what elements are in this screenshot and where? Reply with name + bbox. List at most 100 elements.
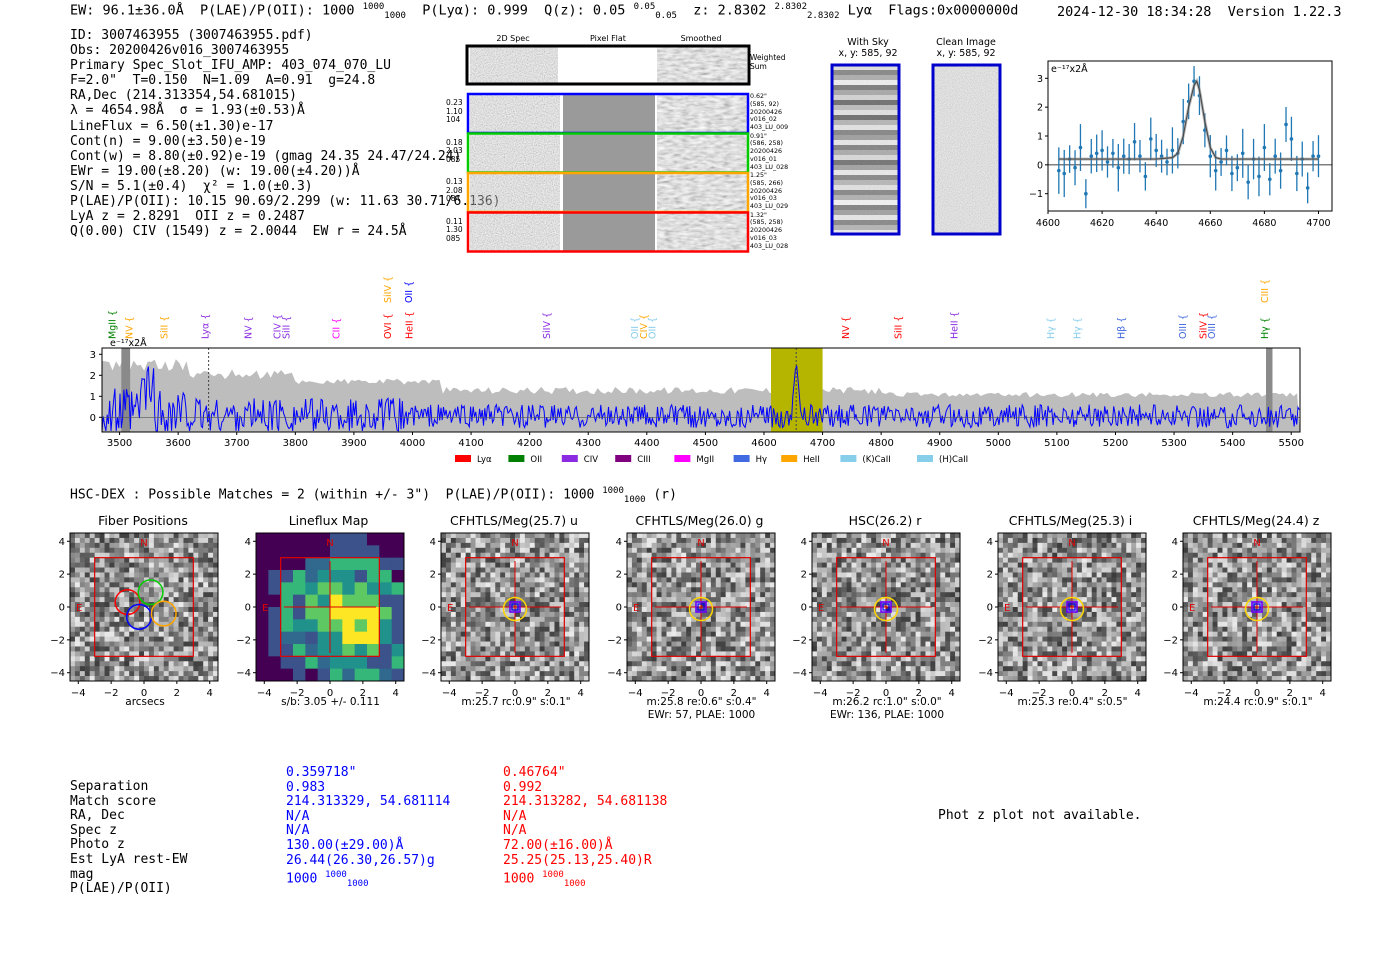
full-xtick-label: 3700 — [224, 438, 249, 449]
east-label: E — [818, 603, 824, 614]
zoom-data-point — [1111, 151, 1115, 156]
legend-swatch — [917, 455, 933, 462]
cutout-ytick-label: −2 — [236, 635, 251, 646]
zoom-data-point — [1062, 171, 1067, 176]
with-sky-coords: x, y: 585, 92 — [838, 48, 898, 59]
cutout-ytick-label: 4 — [615, 537, 621, 548]
cutout-ytick-label: −4 — [978, 668, 993, 679]
legend-label: OII — [530, 455, 542, 465]
full-xtick-label: 5400 — [1220, 438, 1245, 449]
cutout-ytick-label: 0 — [801, 603, 807, 614]
legend-swatch — [508, 455, 525, 462]
legend-label: CIII — [637, 455, 650, 465]
legend-label: Hγ — [756, 455, 767, 465]
cutout-xtick-label: 2 — [174, 688, 180, 699]
match-red-value: 1000 10001000 — [503, 870, 586, 890]
match-label: Match score — [70, 793, 157, 809]
legend-swatch — [615, 455, 632, 462]
legend-swatch — [561, 455, 578, 462]
emission-line-label: OIII { — [1207, 314, 1218, 339]
zoom-xtick-label: 4620 — [1090, 218, 1114, 229]
emission-line-label: HeII { — [949, 311, 960, 339]
full-xtick-label: 3900 — [341, 438, 366, 449]
match-box-inner — [1253, 603, 1261, 611]
cutout-xtick-label: −4 — [71, 688, 86, 699]
cutout-image: N E 4 2 0 −2 −4 −4 −2 0 2 4 — [792, 532, 961, 699]
spectra-images — [465, 44, 751, 253]
full-xtick-label: 4100 — [458, 438, 483, 449]
zoom-data-point — [1219, 160, 1223, 164]
header-datetime: 2024-12-30 18:34:28 — [1057, 4, 1212, 20]
emission-line-label: Hγ { — [1046, 317, 1057, 339]
zoom-ytick-label: 2 — [1037, 103, 1043, 114]
fiber-circle — [150, 600, 177, 627]
cutout-title: CFHTLS/Meg(24.4) z — [1192, 513, 1320, 528]
search-box — [1021, 557, 1122, 657]
match-label: Separation — [70, 779, 149, 794]
emission-line-label: CIV { — [273, 314, 284, 339]
cutout-caption: m:25.8 re:0.6" s:0.4" — [646, 696, 757, 708]
full-masked-region — [1266, 348, 1273, 432]
with-sky-image — [832, 65, 899, 235]
cutout-ytick-label: 2 — [615, 570, 621, 581]
cutout-xtick-label: 0 — [326, 688, 332, 699]
cutout-caption: m:25.3 re:0.4" s:0.5" — [1017, 696, 1128, 708]
match-table-row: Spec z N/A N/A — [70, 809, 667, 837]
cutout-ytick-label: −2 — [50, 635, 65, 646]
emission-line-label: SiII { — [281, 316, 292, 339]
north-label: N — [326, 538, 333, 549]
emission-line-label: CII { — [331, 318, 342, 339]
zoom-xtick-label: 4700 — [1306, 218, 1330, 229]
zoom-data-point — [1181, 119, 1186, 124]
east-label: E — [1004, 603, 1010, 614]
cutout-xtick-label: 2 — [545, 688, 551, 699]
match-box — [880, 601, 892, 613]
cutout-title: Fiber Positions — [98, 513, 188, 528]
zoom-xtick-label: 4640 — [1144, 218, 1168, 229]
legend-label: HeII — [803, 455, 820, 465]
emission-line-label: SiII { — [894, 316, 905, 339]
match-table: Separation 0.359718" 0.46764" Match score 0.… — [70, 765, 667, 895]
match-table-row: Match score 0.983 0.992 — [70, 780, 667, 808]
cutout-ytick-label: −2 — [792, 635, 807, 646]
cutout-ytick-label: −2 — [607, 635, 622, 646]
cutout-ytick-label: 2 — [244, 570, 250, 581]
full-plot-frame — [101, 347, 1301, 433]
cutout-caption-2: EWr: 57, PLAE: 1000 — [647, 709, 756, 721]
emission-line-label: NV { — [124, 316, 135, 339]
cutout-ytick-label: −4 — [236, 668, 251, 679]
legend-label: MgII — [696, 455, 714, 465]
info-line-id: ID: 3007463955 (3007463955.pdf) — [70, 28, 313, 43]
cutout-xtick-label: −2 — [475, 688, 490, 699]
cutout-ytick-label: −4 — [1163, 668, 1178, 679]
fiber-smoothed — [657, 94, 747, 133]
cutout-xtick-label: 2 — [916, 688, 922, 699]
full-xtick-label: 3500 — [107, 438, 132, 449]
weighted-sum-label: Weighted Sum — [750, 53, 786, 71]
weighted-sum-smoothed — [657, 46, 747, 84]
aperture-circle — [1059, 596, 1084, 622]
emission-line-label: OIII { — [1178, 314, 1189, 339]
full-xtick-label: 5000 — [986, 438, 1011, 449]
match-blue-value: 26.44(26.30,26.57)g — [286, 852, 435, 868]
cutout-title: CFHTLS/Meg(25.7) u — [450, 513, 578, 528]
full-xtick-label: 3600 — [165, 438, 190, 449]
emission-line-label: SiII { — [160, 316, 171, 339]
fiber-stats: 0.23 1.10 104 — [446, 98, 463, 124]
cutout-xtick-label: 4 — [949, 688, 955, 699]
cutout-xtick-label: 2 — [1101, 688, 1107, 699]
emission-line-label: OII { — [630, 317, 641, 339]
full-ytick-label: 2 — [90, 371, 96, 382]
aperture-circle — [502, 596, 528, 622]
fiber-2d-spec — [470, 94, 560, 133]
cutout-ytick-label: −2 — [978, 635, 993, 646]
search-box — [94, 557, 194, 657]
cutout-xtick-label: −4 — [442, 688, 457, 699]
clean-image-title: Clean Image — [936, 37, 996, 48]
cutout-ytick-label: 2 — [59, 570, 65, 581]
cutout-xtick-label: −4 — [1184, 688, 1199, 699]
match-label: Photo z — [70, 837, 125, 853]
full-xtick-label: 4300 — [576, 438, 601, 449]
clean-image-frame — [931, 63, 1002, 236]
full-spectrum-line — [101, 365, 1300, 432]
